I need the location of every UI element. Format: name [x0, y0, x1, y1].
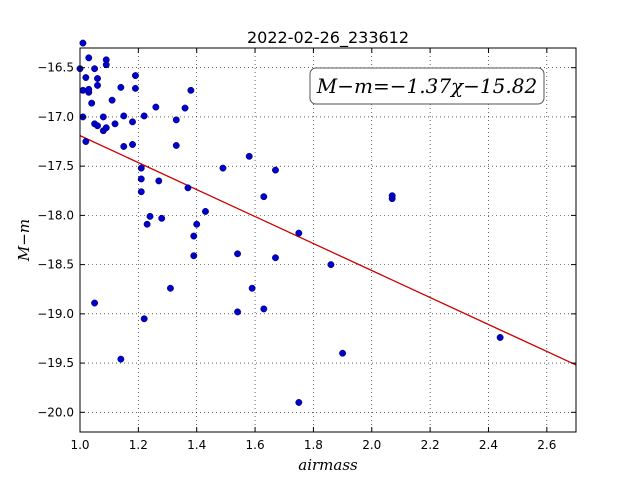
data-point [102, 61, 110, 69]
data-point [94, 75, 101, 82]
x-tick-labels: 1.0 1.2 1.4 1.6 1.8 2.0 2.2 2.4 2.6 [70, 438, 556, 452]
data-point [172, 142, 180, 149]
plot-frame [79, 47, 577, 433]
axis-ticks [79, 48, 576, 432]
data-point [120, 143, 128, 150]
data-point [187, 86, 195, 94]
y-axis-label: M−m [15, 219, 33, 262]
data-point [82, 138, 90, 145]
data-point [155, 177, 163, 185]
data-point [131, 72, 139, 80]
x-tick-label: 1.8 [304, 438, 323, 452]
data-point [260, 305, 268, 313]
data-point [129, 141, 136, 148]
fit-line-layer [79, 135, 577, 366]
fit-line [79, 135, 577, 366]
fit-equation-box: M−m=−1.37χ−15.82 [309, 67, 545, 105]
fit-equation-frame [309, 67, 545, 105]
data-point [193, 220, 201, 228]
y-tick-labels: −16.5 −17.0 −17.5 −18.0 −18.5 −19.0 −19.5 −20.0 [37, 61, 74, 420]
data-point [102, 124, 110, 132]
x-tick-label: 2.2 [421, 438, 440, 452]
data-point [327, 261, 335, 269]
y-tick-label: −19.5 [37, 356, 74, 370]
data-point [143, 220, 151, 228]
data-point [120, 112, 128, 120]
data-point [108, 96, 116, 104]
x-tick-label: 1.2 [129, 438, 148, 452]
fit-equation-label: M−m=−1.37χ−15.82 [316, 74, 537, 98]
data-point [140, 112, 148, 120]
data-point [137, 175, 145, 183]
y-tick-label: −19.0 [37, 307, 74, 321]
data-point [388, 195, 396, 203]
data-point [79, 39, 87, 47]
y-tick-label: −18.5 [37, 258, 74, 272]
data-point [496, 334, 504, 341]
x-axis-label: airmass [298, 456, 358, 474]
y-tick-label: −18.0 [37, 208, 74, 222]
data-point [85, 54, 93, 62]
data-point [88, 99, 96, 107]
data-point [158, 214, 166, 222]
data-point [272, 254, 279, 262]
plot-background [80, 48, 576, 432]
x-tick-label: 1.0 [70, 438, 89, 452]
data-point [260, 193, 268, 201]
data-point [181, 104, 189, 112]
data-point [202, 207, 209, 215]
data-point [172, 116, 180, 124]
data-point [137, 164, 145, 172]
data-point [234, 250, 242, 258]
data-point [272, 166, 279, 174]
data-point [79, 86, 87, 94]
data-point [184, 184, 192, 192]
data-point [190, 232, 198, 240]
y-tick-label: −16.5 [37, 61, 74, 75]
data-points [76, 39, 504, 406]
data-point [152, 103, 160, 111]
y-tick-label: −17.5 [37, 159, 74, 173]
data-point [111, 120, 119, 128]
data-point [91, 65, 99, 73]
data-point [94, 122, 101, 130]
data-point [295, 399, 303, 406]
x-tick-label: 2.0 [362, 438, 381, 452]
data-point [85, 85, 93, 93]
data-point [234, 308, 242, 316]
data-point [295, 229, 303, 237]
data-point [137, 188, 145, 196]
data-point [131, 84, 139, 92]
data-point [140, 315, 148, 323]
data-point [82, 74, 90, 81]
data-point [146, 212, 154, 220]
data-point [245, 152, 253, 160]
data-point [91, 299, 99, 307]
data-point [166, 284, 174, 292]
data-point [129, 118, 136, 126]
chart-title: 2022-02-26_233612 [247, 28, 409, 48]
data-point [219, 164, 227, 172]
data-point [117, 355, 125, 363]
x-tick-label: 2.4 [479, 438, 498, 452]
plot-area [76, 39, 577, 433]
data-point [117, 83, 125, 91]
data-point [190, 252, 198, 260]
data-point [94, 81, 101, 89]
x-tick-label: 1.6 [246, 438, 265, 452]
data-point [99, 113, 107, 121]
x-tick-label: 2.6 [537, 438, 556, 452]
data-point [339, 349, 347, 357]
data-point [248, 284, 256, 292]
x-tick-label: 1.4 [187, 438, 206, 452]
y-tick-label: −20.0 [37, 405, 74, 419]
y-tick-label: −17.0 [37, 110, 74, 124]
